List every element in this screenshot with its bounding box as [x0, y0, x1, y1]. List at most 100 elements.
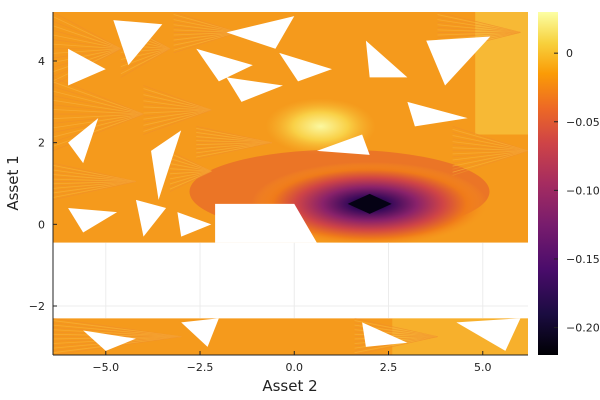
contour-line [452, 135, 528, 152]
contour-line [173, 32, 238, 51]
contour-gap [151, 130, 182, 200]
contour-line [452, 150, 528, 161]
contour-line [169, 155, 212, 172]
contour-gap [316, 134, 370, 155]
contour-line [452, 150, 528, 167]
contour-line [53, 181, 137, 201]
contour-gap [68, 48, 106, 86]
contour-line [173, 32, 238, 38]
contour-gap [181, 318, 219, 347]
contour-gap [456, 318, 521, 351]
central-gap [53, 242, 528, 319]
contour-gap [426, 36, 491, 86]
contour-line [143, 91, 212, 111]
contour-line [53, 12, 122, 50]
contour-line [120, 48, 171, 78]
x-tick-label: 2.5 [380, 361, 398, 374]
contour-line [437, 14, 521, 33]
minimum-marker [347, 193, 392, 214]
colorbar-tick-label: −0.10 [566, 184, 600, 197]
contour-line [143, 109, 212, 117]
contour-line [120, 48, 171, 75]
contour-line [53, 104, 144, 115]
contour-line [452, 138, 528, 152]
contour-line [169, 163, 212, 172]
contour-line [143, 88, 212, 111]
contour-gap [177, 212, 212, 237]
contour-line [169, 170, 212, 175]
notch [215, 203, 317, 243]
contour-line [173, 32, 238, 54]
contour-line [169, 165, 212, 172]
contour-line [196, 142, 272, 160]
colorbar-tick-label: 0 [566, 47, 573, 60]
contour-line [53, 113, 144, 147]
contour-line [143, 109, 212, 123]
contour-line [173, 32, 238, 44]
colorbar-tick-label: −0.05 [566, 116, 600, 129]
contour-line [143, 109, 212, 129]
contour-line [143, 109, 212, 126]
contour-line [53, 113, 144, 152]
contour-line [437, 24, 521, 33]
colorbar [538, 12, 558, 355]
contour-line [354, 336, 438, 355]
contour-gap [226, 77, 283, 102]
contour-line [173, 32, 238, 41]
contour-line [169, 168, 212, 172]
contour-line [143, 106, 212, 111]
contour-line [437, 32, 521, 41]
contour-line [53, 48, 121, 54]
contour-line [452, 141, 528, 152]
contour-line [53, 113, 144, 138]
contour-line [452, 150, 528, 158]
contour-line [143, 109, 212, 120]
contour-line [173, 21, 238, 33]
contour-line [53, 34, 121, 50]
y-tick-label: 4 [38, 55, 45, 68]
contour-line [437, 19, 521, 33]
colorbar-ticks: 0 −0.05 −0.10 −0.15 −0.20 [554, 47, 600, 335]
contour-line [169, 170, 212, 177]
contour-line [53, 48, 121, 68]
contour-line [53, 113, 144, 143]
contour-line [143, 94, 212, 111]
contour-line [143, 103, 212, 111]
contour-gap [68, 208, 118, 233]
x-axis-label: Asset 2 [262, 377, 317, 395]
contour-line [143, 109, 212, 135]
contour-line [173, 32, 238, 36]
contour-gap [83, 330, 136, 351]
contour-line [53, 95, 144, 115]
contour-gap [196, 48, 253, 82]
y-tick-label: −2 [29, 300, 45, 313]
contour-line [53, 90, 144, 115]
contour-line [53, 99, 144, 115]
contour-line [169, 158, 212, 172]
contour-line [173, 32, 238, 46]
contour-line [143, 100, 212, 111]
contour-line [53, 25, 121, 50]
contour-line [452, 150, 528, 155]
contour-line [53, 86, 144, 115]
contour-line [437, 29, 521, 33]
x-tick-label: −2.5 [187, 361, 214, 374]
contour-line [53, 81, 144, 115]
contour-line [53, 16, 122, 50]
contour-line [53, 48, 121, 63]
contour-line [53, 109, 144, 115]
contour-line [53, 20, 122, 50]
contour-surface [53, 12, 528, 355]
colorbar-tick-label: −0.15 [566, 253, 600, 266]
contour-line [169, 160, 212, 172]
contour-line [437, 32, 521, 36]
contour-line [437, 12, 521, 33]
contour-line [173, 16, 238, 33]
contour-gap [226, 16, 295, 49]
x-ticks: −5.0 −2.5 0.0 2.5 5.0 [92, 351, 492, 374]
contour-gap [362, 322, 408, 347]
contour-line [53, 29, 121, 50]
contour-line [173, 29, 238, 33]
contour-line [120, 48, 171, 71]
